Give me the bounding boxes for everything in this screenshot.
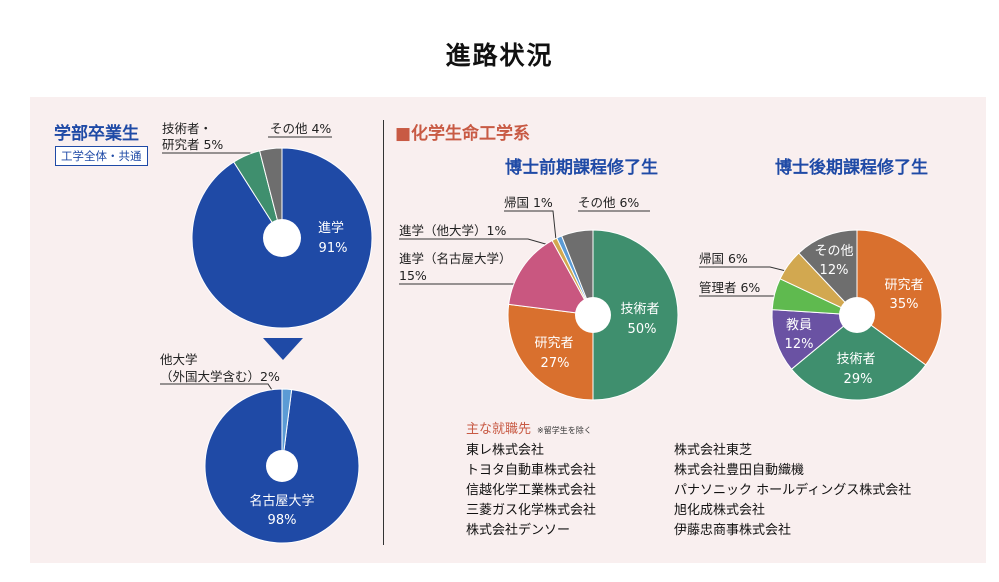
employer-left-2: トヨタ自動車株式会社 xyxy=(466,463,597,478)
employers-title: 主な就職先 ※留学生を除く xyxy=(466,418,592,437)
grad-center-label-1: 名古屋大学 xyxy=(249,493,314,509)
pie-slice-3-0 xyxy=(856,229,943,366)
undergrad-heading: 学部卒業生 xyxy=(54,124,139,144)
leader-doctoral-return xyxy=(699,266,791,273)
undergrad-label-tech-2: 研究者 5% xyxy=(162,137,224,152)
leader-masters-return xyxy=(504,210,557,241)
employer-right-5: 伊藤忠商事株式会社 xyxy=(674,523,792,538)
masters-label-other-univ: 進学（他大学）1% xyxy=(399,223,507,238)
pie-slice-2-1 xyxy=(507,303,594,401)
pie-hole-0 xyxy=(263,219,301,257)
pie-slice-2-5 xyxy=(561,229,594,316)
employer-right-1: 株式会社東芝 xyxy=(674,443,753,458)
pie-hole-1 xyxy=(266,450,298,482)
doctoral-label-manager: 管理者 6% xyxy=(699,280,761,295)
employer-right-3: パナソニック ホールディングス株式会社 xyxy=(674,483,912,498)
pie-hole-2 xyxy=(575,297,611,333)
leader-undergrad-tech xyxy=(162,152,256,159)
doctoral-label-return: 帰国 6% xyxy=(699,251,748,266)
pie-slice-2-0 xyxy=(592,229,679,401)
undergrad-tag: 工学全体・共通 xyxy=(55,146,148,166)
undergrad-label-tech-1: 技術者・ xyxy=(162,121,213,136)
employer-right-2: 株式会社豊田自動織機 xyxy=(674,463,805,478)
doctoral-researcher-label-1: 研究者 xyxy=(884,278,923,293)
employer-left-1: 東レ株式会社 xyxy=(466,443,545,458)
grad-label-other-2: （外国大学含む）2% xyxy=(160,369,280,384)
pie-hole-3 xyxy=(839,297,875,333)
masters-label-other: その他 6% xyxy=(578,195,640,210)
masters-label-nagoya-2: 15% xyxy=(399,268,427,283)
pie-masters xyxy=(507,229,679,401)
page-title: 進路状況 xyxy=(445,41,554,70)
masters-researcher-label-1: 研究者 xyxy=(534,336,573,351)
undergrad-label-other: その他 4% xyxy=(270,121,332,136)
employer-right-4: 旭化成株式会社 xyxy=(674,503,766,518)
pie-slice-3-5 xyxy=(798,229,858,317)
doctoral-other-label-1: その他 xyxy=(814,244,853,259)
employer-left-4: 三菱ガス化学株式会社 xyxy=(466,503,597,518)
masters-label-return: 帰国 1% xyxy=(504,195,553,210)
pie-grad-school xyxy=(204,388,360,544)
grad-center-label-2: 98% xyxy=(268,513,297,528)
employers-note: ※留学生を除く xyxy=(537,426,592,435)
doctoral-engineer-label-2: 29% xyxy=(844,372,873,387)
masters-researcher-label-2: 27% xyxy=(541,356,570,371)
leader-masters-otheruniv xyxy=(399,238,550,246)
down-arrow-icon xyxy=(263,338,303,360)
section-divider xyxy=(383,120,384,545)
pie-slice-1-1 xyxy=(281,388,293,467)
employers-title-text: 主な就職先 xyxy=(466,422,532,437)
masters-heading: 博士前期課程修了生 xyxy=(505,158,658,178)
undergrad-center-label-2: 91% xyxy=(319,241,348,256)
pie-slice-3-1 xyxy=(790,314,927,401)
pie-slice-3-2 xyxy=(771,309,859,370)
pie-slice-0-2 xyxy=(259,147,283,239)
masters-label-nagoya-1: 進学（名古屋大学） xyxy=(399,251,512,266)
doctoral-heading: 博士後期課程修了生 xyxy=(775,158,928,178)
doctoral-researcher-label-2: 35% xyxy=(890,297,919,312)
employer-left-3: 信越化学工業株式会社 xyxy=(466,483,597,498)
masters-engineer-label-2: 50% xyxy=(628,322,657,337)
masters-engineer-label-1: 技術者 xyxy=(620,302,659,317)
grad-label-other-1: 他大学 xyxy=(160,352,198,367)
employer-left-5: 株式会社デンソー xyxy=(466,523,571,538)
doctoral-engineer-label-1: 技術者 xyxy=(836,352,875,367)
department-title: ■化学生命工学系 xyxy=(395,124,531,144)
undergrad-center-label-1: 進学 xyxy=(318,220,344,236)
doctoral-other-label-2: 12% xyxy=(820,263,849,278)
doctoral-teacher-label-2: 12% xyxy=(785,337,814,352)
pie-doctoral xyxy=(771,229,943,401)
doctoral-teacher-label-1: 教員 xyxy=(786,317,812,333)
pie-undergrad xyxy=(191,147,373,329)
pie-slice-2-2 xyxy=(508,239,594,316)
